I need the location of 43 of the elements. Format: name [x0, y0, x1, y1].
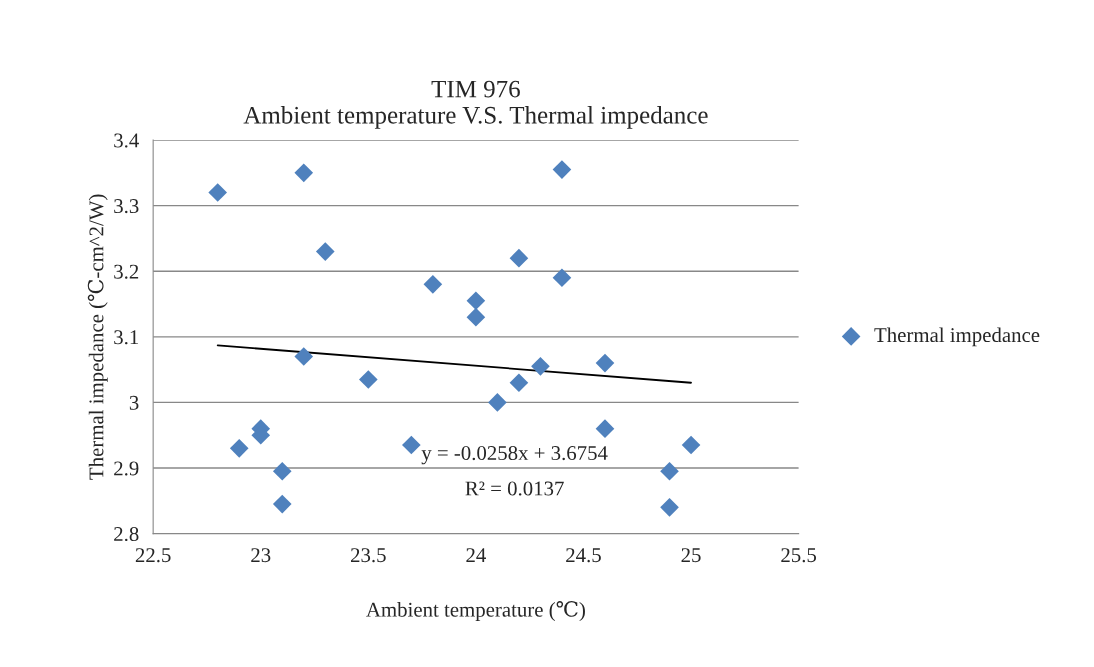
- y-tick-label: 3: [129, 395, 139, 410]
- x-tick-label: 25.5: [781, 548, 817, 563]
- y-tick-label: 2.9: [114, 461, 139, 476]
- y-tick-label: 3.3: [114, 199, 139, 214]
- x-tick-label: 24.5: [566, 548, 601, 563]
- y-axis-title: Thermal impedance (℃-cm^2/W): [87, 194, 108, 480]
- point: [660, 498, 679, 517]
- point: [552, 160, 572, 179]
- point: [272, 494, 292, 514]
- x-tick-label: 23: [251, 548, 271, 563]
- point: [294, 163, 314, 183]
- point: [595, 419, 615, 438]
- point: [660, 461, 679, 481]
- point: [552, 268, 572, 288]
- x-tick-label: 23.5: [351, 548, 386, 563]
- point: [208, 183, 228, 202]
- point: [595, 353, 615, 373]
- x-tick-label: 25: [681, 548, 701, 563]
- point: [531, 357, 550, 376]
- x-axis-title: Ambient temperature (℃): [366, 601, 585, 621]
- annotation: y = -0.0258x + 3.6754: [421, 445, 608, 465]
- point: [488, 393, 507, 412]
- point: [509, 248, 529, 268]
- point: [681, 435, 701, 455]
- annotation: R² = 0.0137: [465, 481, 564, 496]
- point: [466, 291, 486, 311]
- point: [423, 275, 443, 294]
- point: [402, 435, 421, 455]
- point: [509, 373, 529, 393]
- chart-title: TIM 976 Ambient temperature V.S. Thermal impedance: [243, 80, 708, 129]
- point: [229, 439, 249, 458]
- y-tick-label: 3.2: [114, 264, 139, 279]
- point: [272, 461, 292, 481]
- point: [466, 307, 486, 327]
- point: [294, 347, 314, 366]
- point: [359, 370, 378, 389]
- x-tick-label: 22.5: [135, 548, 171, 563]
- y-tick-label: 2.8: [114, 526, 139, 542]
- x-tick-label: 24: [466, 548, 486, 562]
- y-tick-label: 3.4: [114, 133, 139, 148]
- point: [315, 242, 335, 261]
- y-tick-label: 3.1: [114, 330, 139, 345]
- legend-label: Thermal impedance: [874, 327, 1040, 347]
